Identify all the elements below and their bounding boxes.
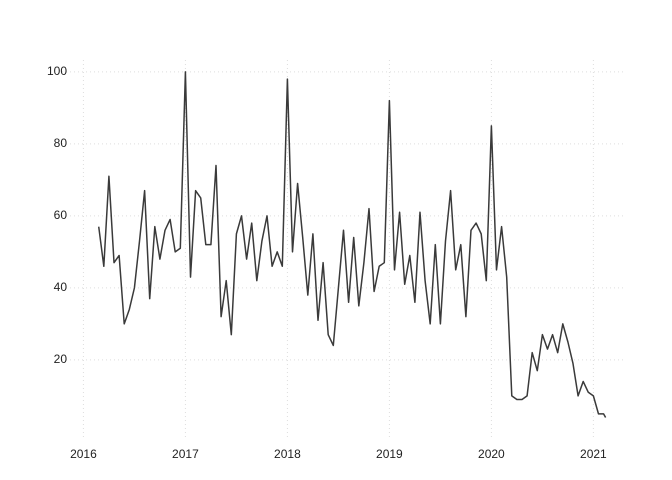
x-tick-label: 2020	[478, 447, 505, 461]
x-tick-label: 2019	[376, 447, 403, 461]
y-tick-label: 20	[54, 352, 68, 366]
y-tick-label: 80	[54, 136, 68, 150]
x-tick-label: 2021	[580, 447, 607, 461]
y-tick-label: 60	[54, 208, 68, 222]
line	[97, 71, 607, 418]
x-tick-label: 2016	[70, 447, 97, 461]
x-tick-label: 2018	[274, 447, 301, 461]
y-tick-label: 40	[54, 280, 68, 294]
x-tick-label: 2017	[172, 447, 199, 461]
y-tick-label: 100	[47, 64, 67, 78]
